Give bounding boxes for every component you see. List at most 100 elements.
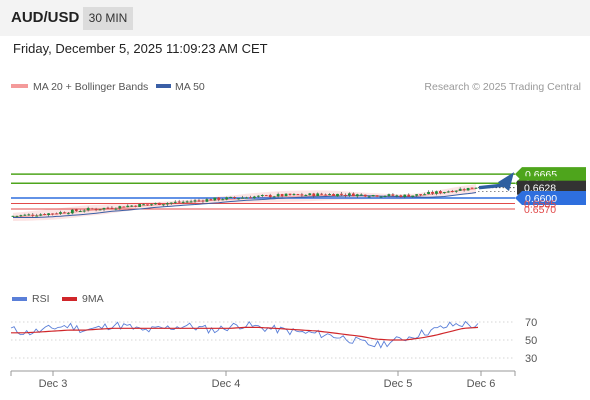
candle-body <box>411 195 415 197</box>
candle-body <box>217 197 221 200</box>
candle-body <box>19 215 23 217</box>
candle-body <box>110 207 114 209</box>
candle-body <box>470 187 474 189</box>
candle-body <box>173 201 177 203</box>
candle-body <box>245 197 248 199</box>
candle-body <box>256 195 260 197</box>
candle-body <box>70 209 74 214</box>
candle-body <box>126 205 130 208</box>
candle-body <box>292 194 296 196</box>
rsi-line <box>10 320 479 349</box>
candle-body <box>300 194 304 196</box>
candle-body <box>439 191 442 194</box>
level-badge-06600 <box>515 191 586 205</box>
level-label-06570: 0.6570 <box>524 204 556 216</box>
candle-body <box>344 194 347 196</box>
candle-body <box>359 194 363 196</box>
candle-body <box>229 196 233 198</box>
candle-body <box>435 191 438 194</box>
x-axis-label: Dec 6 <box>467 378 496 390</box>
bollinger-band-fill <box>13 184 476 221</box>
candle-body <box>39 214 43 216</box>
candle-body <box>23 214 27 216</box>
candle-body <box>197 200 201 202</box>
candle-body <box>466 187 470 191</box>
candle-body <box>177 201 181 203</box>
candle-body <box>233 197 237 199</box>
candle-body <box>181 201 185 203</box>
candle-body <box>209 199 213 201</box>
candle-body <box>35 215 39 217</box>
candle-body <box>403 194 407 197</box>
candle-body <box>340 193 343 195</box>
rsi-legend-swatch <box>12 297 27 301</box>
candle-body <box>304 194 308 196</box>
candle-body <box>328 194 331 196</box>
candle-body <box>249 197 252 199</box>
x-axis-label: Dec 4 <box>212 378 241 390</box>
bollinger-legend-swatch <box>11 84 28 88</box>
candle-body <box>320 193 324 195</box>
candle-body <box>11 215 15 217</box>
ma50-legend-label: MA 50 <box>175 81 205 93</box>
candle-body <box>74 209 78 211</box>
candle-body <box>47 213 50 216</box>
candle-body <box>118 206 122 209</box>
rsi-tick-label-50: 50 <box>525 335 537 347</box>
currency-pair-title: AUD/USD <box>11 9 80 26</box>
candle-body <box>419 194 423 196</box>
projection-arrow-shaft <box>478 183 505 190</box>
candle-body <box>296 194 300 196</box>
timeframe-button[interactable]: 30 MIN <box>83 7 133 30</box>
candle-body <box>134 205 138 207</box>
candle-body <box>43 213 47 215</box>
candle-body <box>59 212 62 214</box>
candle-body <box>82 210 86 212</box>
candle-body <box>260 195 264 197</box>
candle-body <box>138 204 142 207</box>
candle-body <box>15 215 19 217</box>
candle-body <box>221 199 225 201</box>
candle-body <box>225 197 229 200</box>
candle-body <box>66 213 70 215</box>
candle-body <box>102 207 106 210</box>
bollinger-legend-label: MA 20 + Bollinger Bands <box>33 81 148 93</box>
rsi-tick-label-30: 30 <box>525 353 537 365</box>
candle-body <box>237 198 240 200</box>
candle-body <box>415 194 419 196</box>
candle-body <box>158 202 161 205</box>
candle-body <box>324 194 328 196</box>
candle-body <box>383 196 387 198</box>
candle-body <box>284 193 288 197</box>
candle-body <box>407 194 411 197</box>
candle-body <box>205 199 209 202</box>
candle-body <box>276 194 280 197</box>
candle-body <box>98 209 102 211</box>
ma50-legend-swatch <box>156 84 171 88</box>
candle-body <box>391 194 395 196</box>
candle-body <box>363 194 367 197</box>
candle-body <box>264 195 268 197</box>
rsi-ma-line <box>11 326 479 341</box>
candle-body <box>347 193 351 196</box>
candle-body <box>106 207 110 209</box>
candle-body <box>454 190 458 192</box>
source-credit: Research © 2025 Trading Central <box>424 81 581 93</box>
header-bar: AUD/USD 30 MIN <box>0 0 590 36</box>
candle-body <box>316 193 320 197</box>
candle-body <box>355 194 359 197</box>
candle-body <box>114 208 118 210</box>
candle-body <box>169 202 173 204</box>
candle-body <box>161 204 165 206</box>
candle-body <box>442 192 446 194</box>
candle-body <box>351 193 355 197</box>
rsi-ma-legend-label: 9MA <box>82 293 104 305</box>
projection-arrow-head <box>498 172 514 192</box>
candle-body <box>450 191 454 193</box>
chart-datetime: Friday, December 5, 2025 11:09:23 AM CET <box>13 41 268 56</box>
candle-body <box>336 193 339 197</box>
candle-body <box>268 194 272 198</box>
ma50-line <box>13 192 477 218</box>
candle-body <box>94 209 98 211</box>
